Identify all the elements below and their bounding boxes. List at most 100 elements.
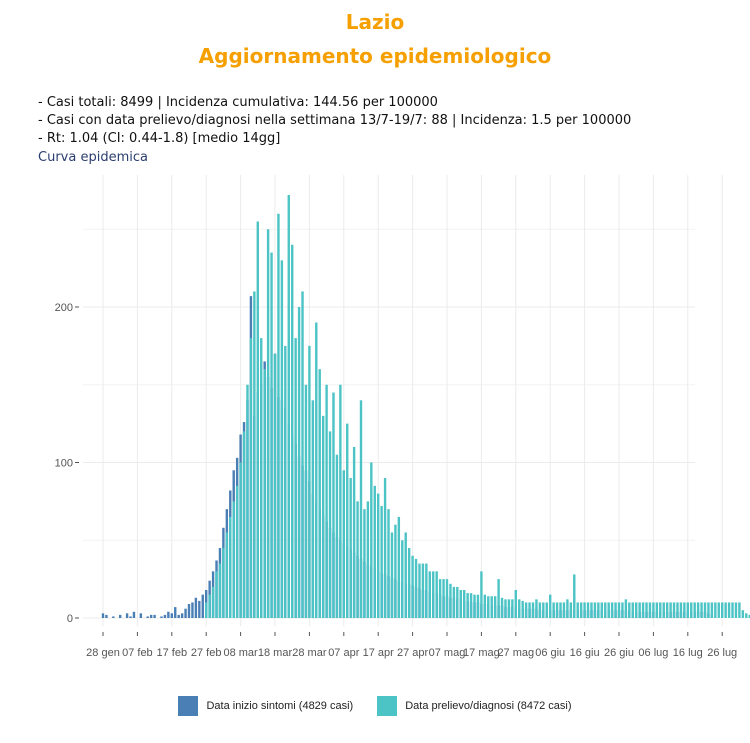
bar-sampling-diagnosis — [559, 602, 562, 618]
bar-sampling-diagnosis — [346, 423, 349, 618]
y-tick-label: 200 — [55, 302, 73, 314]
x-tick-label: 26 lug — [707, 647, 737, 659]
bar-sampling-diagnosis — [641, 602, 645, 618]
bar-sampling-diagnosis — [315, 322, 318, 618]
x-tick-label: 28 mar — [292, 647, 327, 659]
bar-symptom-onset — [105, 614, 108, 618]
bar-sampling-diagnosis — [211, 586, 215, 618]
bar-sampling-diagnosis — [383, 478, 387, 618]
bar-sampling-diagnosis — [652, 602, 655, 618]
axes: 0 100 200 28 gen 07 feb 17 feb 27 feb 08 mar 18 … — [55, 302, 738, 659]
bar-sampling-diagnosis — [466, 593, 469, 618]
bar-sampling-diagnosis — [363, 509, 366, 618]
bar-symptom-onset — [194, 597, 198, 618]
bar-sampling-diagnosis — [504, 599, 507, 618]
section-label: Curva epidemica — [38, 150, 148, 165]
info-line-totals: - Casi totali: 8499 | Incidenza cumulati… — [38, 95, 438, 110]
bar-sampling-diagnosis — [311, 400, 315, 618]
bar-sampling-diagnosis — [741, 610, 745, 618]
bar-symptom-onset — [132, 611, 136, 618]
bar-sampling-diagnosis — [397, 516, 401, 618]
bar-sampling-diagnosis — [407, 548, 411, 618]
bar-sampling-diagnosis — [600, 602, 603, 618]
bar-sampling-diagnosis — [352, 446, 356, 618]
bar-sampling-diagnosis — [370, 462, 373, 618]
bar-sampling-diagnosis — [304, 384, 308, 618]
bar-sampling-diagnosis — [745, 613, 748, 618]
bar-sampling-diagnosis — [394, 524, 397, 618]
chart-title: Lazio — [345, 10, 405, 34]
bar-sampling-diagnosis — [583, 602, 586, 618]
bar-sampling-diagnosis — [604, 602, 607, 618]
legend-label-sampling-diagnosis: Data prelievo/diagnosi (8472 casi) — [405, 700, 572, 712]
bar-symptom-onset — [139, 613, 143, 618]
bar-symptom-onset — [119, 614, 122, 618]
x-tick-label: 07 apr — [328, 647, 360, 659]
bar-sampling-diagnosis — [229, 516, 232, 618]
bar-sampling-diagnosis — [380, 506, 383, 618]
x-tick-label: 28 gen — [86, 647, 120, 659]
bar-sampling-diagnosis — [449, 583, 452, 618]
bar-sampling-diagnosis — [690, 602, 693, 618]
bar-symptom-onset — [170, 613, 173, 618]
bar-sampling-diagnosis — [377, 493, 380, 618]
x-tick-label: 17 apr — [363, 647, 395, 659]
bar-sampling-diagnosis — [507, 599, 511, 618]
bar-symptom-onset — [167, 611, 170, 618]
bar-sampling-diagnosis — [428, 571, 431, 618]
bar-sampling-diagnosis — [235, 485, 239, 618]
bar-symptom-onset — [187, 604, 191, 618]
bar-sampling-diagnosis — [538, 602, 542, 618]
x-tick-label: 27 apr — [397, 647, 429, 659]
bar-sampling-diagnosis — [645, 602, 648, 618]
bar-sampling-diagnosis — [703, 602, 707, 618]
bar-sampling-diagnosis — [435, 571, 438, 618]
bar-sampling-diagnosis — [205, 602, 208, 618]
bar-sampling-diagnosis — [748, 614, 750, 618]
epidemic-curve-chart: 0 100 200 28 gen 07 feb 17 feb 27 feb 08 mar 18 … — [55, 175, 750, 659]
bar-sampling-diagnosis — [260, 338, 263, 618]
bar-sampling-diagnosis — [535, 599, 538, 618]
bar-sampling-diagnosis — [676, 602, 679, 618]
bar-sampling-diagnosis — [215, 571, 218, 618]
bar-sampling-diagnosis — [662, 602, 665, 618]
bar-sampling-diagnosis — [401, 540, 404, 618]
bar-sampling-diagnosis — [614, 602, 617, 618]
x-tick-label: 16 lug — [673, 647, 703, 659]
bar-sampling-diagnosis — [531, 602, 535, 618]
bar-sampling-diagnosis — [438, 579, 442, 618]
bar-sampling-diagnosis — [332, 392, 335, 618]
bar-sampling-diagnosis — [610, 602, 614, 618]
bar-symptom-onset — [177, 614, 180, 618]
info-line-rt: - Rt: 1.04 (CI: 0.44-1.8) [medio 14gg] — [38, 131, 281, 146]
bar-sampling-diagnosis — [679, 602, 683, 618]
bar-sampling-diagnosis — [390, 532, 394, 618]
bar-sampling-diagnosis — [249, 338, 253, 618]
bar-sampling-diagnosis — [724, 602, 727, 618]
x-tick-label: 16 giu — [570, 647, 600, 659]
bar-sampling-diagnosis — [404, 532, 407, 618]
bar-sampling-diagnosis — [301, 291, 304, 618]
bar-sampling-diagnosis — [635, 602, 638, 618]
bar-sampling-diagnosis — [490, 596, 493, 618]
bar-sampling-diagnosis — [325, 384, 328, 618]
bar-symptom-onset — [174, 607, 177, 618]
legend-item-symptom-onset: Data inizio sintomi (4829 casi) — [178, 696, 353, 716]
series-sampling-diagnosis — [205, 195, 750, 619]
bar-symptom-onset — [129, 616, 132, 618]
bar-sampling-diagnosis — [266, 229, 270, 618]
bar-sampling-diagnosis — [714, 602, 717, 618]
bar-sampling-diagnosis — [621, 602, 624, 618]
bar-sampling-diagnosis — [597, 602, 600, 618]
bar-sampling-diagnosis — [222, 548, 225, 618]
x-tick-label: 27 mag — [497, 647, 534, 659]
bar-sampling-diagnosis — [518, 599, 521, 618]
bar-sampling-diagnosis — [659, 602, 662, 618]
bar-sampling-diagnosis — [686, 602, 689, 618]
bar-sampling-diagnosis — [731, 602, 734, 618]
bar-symptom-onset — [149, 614, 153, 618]
bar-sampling-diagnosis — [421, 563, 425, 618]
bar-sampling-diagnosis — [487, 596, 490, 618]
bar-sampling-diagnosis — [721, 602, 724, 618]
x-tick-label: 17 feb — [157, 647, 188, 659]
